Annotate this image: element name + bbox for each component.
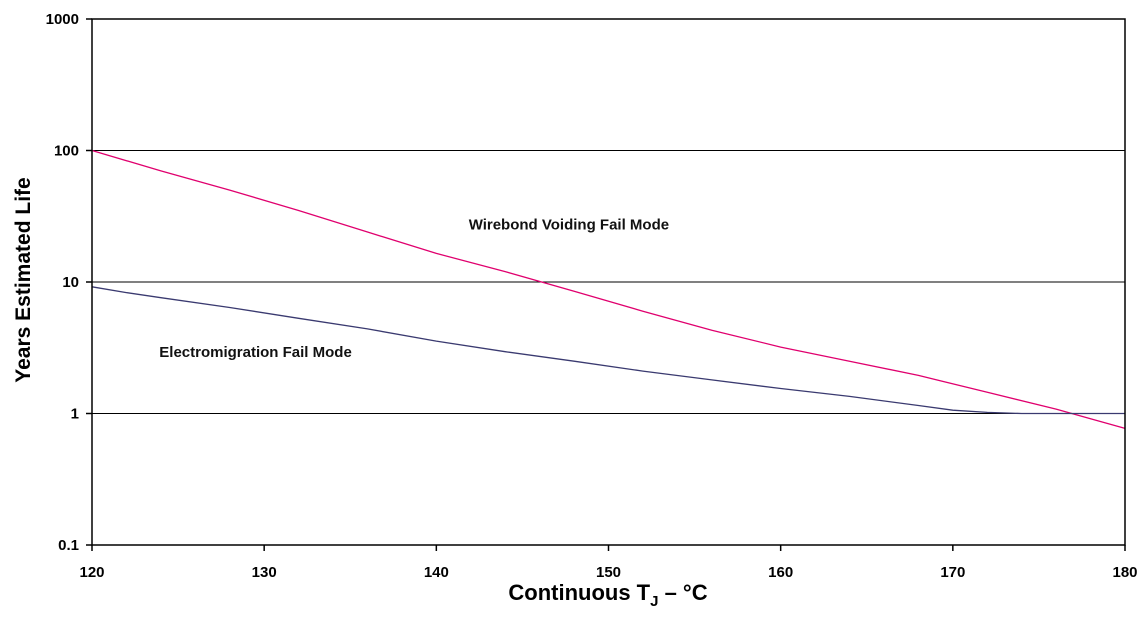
x-axis-title-tail: – °C (658, 580, 707, 605)
y-tick-label: 10 (62, 274, 79, 291)
x-tick-label: 180 (1112, 564, 1137, 581)
y-tick-label: 1000 (46, 11, 79, 28)
series-annotation: Wirebond Voiding Fail Mode (469, 217, 669, 234)
y-axis-title: Years Estimated Life (12, 177, 35, 382)
x-tick-label: 140 (424, 564, 449, 581)
y-tick-label: 0.1 (58, 537, 79, 554)
x-tick-label: 160 (768, 564, 793, 581)
series-annotation: Electromigration Fail Mode (159, 344, 352, 361)
y-tick-label: 1 (71, 406, 79, 423)
x-tick-label: 120 (79, 564, 104, 581)
x-tick-label: 130 (252, 564, 277, 581)
x-tick-label: 170 (940, 564, 965, 581)
x-axis-title-subscript: J (650, 593, 658, 610)
x-tick-label: 150 (596, 564, 621, 581)
x-axis-title-main: Continuous T (508, 580, 650, 605)
y-tick-label: 100 (54, 143, 79, 160)
